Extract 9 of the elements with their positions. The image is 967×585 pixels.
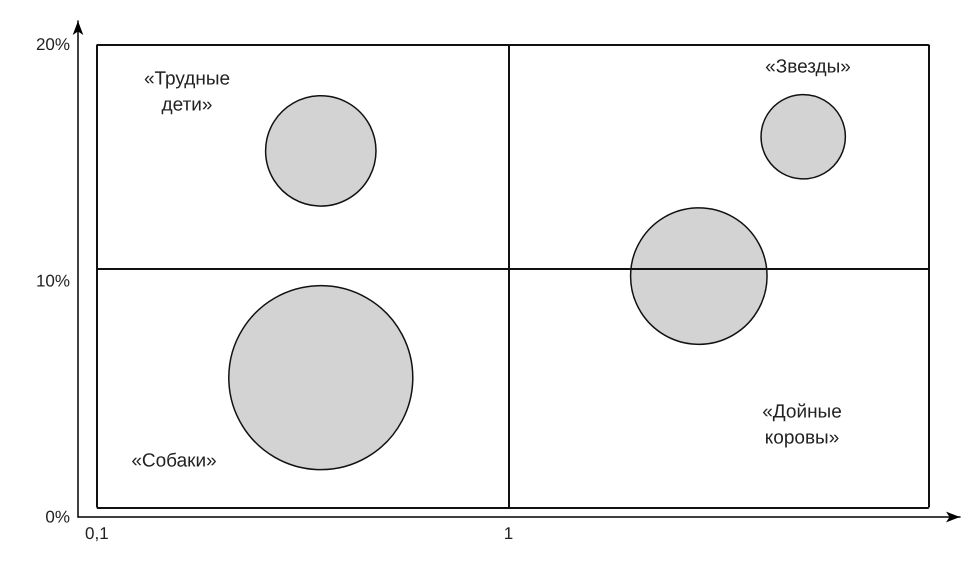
y-tick-label: 10% <box>36 271 70 290</box>
y-tick-label: 0% <box>45 508 70 526</box>
y-tick-label: 20% <box>36 35 70 54</box>
annotation: «Собаки» <box>131 450 217 472</box>
annotation: «Звезды» <box>765 56 851 78</box>
annotation: «Трудные дети» <box>144 68 230 116</box>
x-tick-label: 1 <box>504 524 514 543</box>
annotation: «Дойные коровы» <box>762 402 842 448</box>
x-tick-label: 0,1 <box>85 524 109 543</box>
